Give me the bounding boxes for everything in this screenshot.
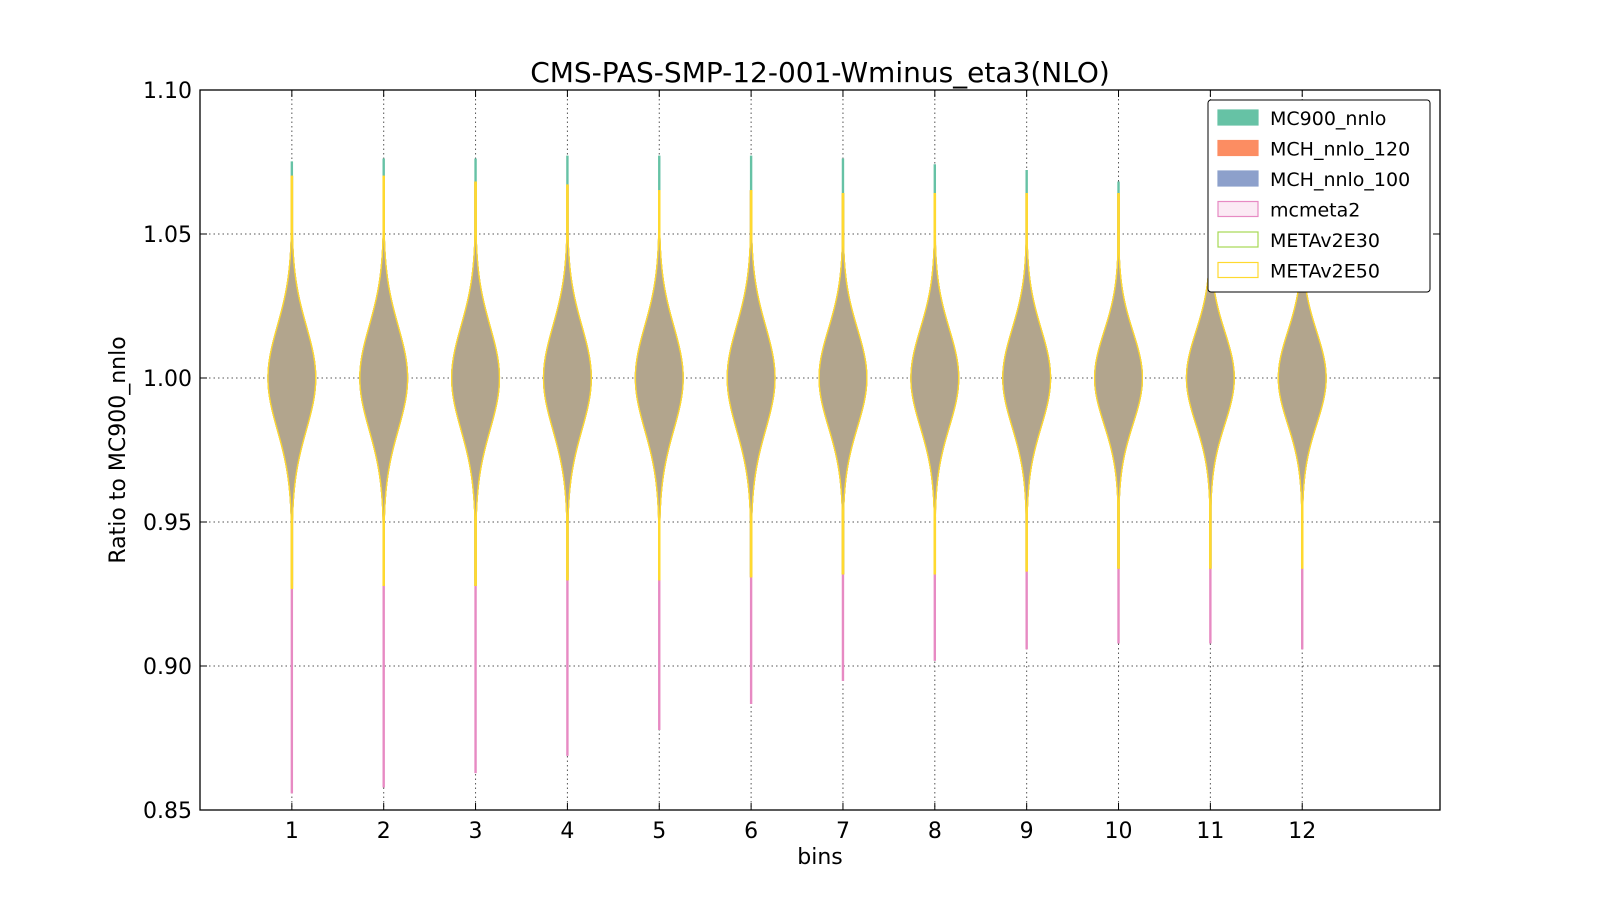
legend: MC900_nnlo MCH_nnlo_120 MCH_nnlo_100mcmeta… [1207,99,1431,293]
violin-outline-METAv2E50 [267,175,317,589]
legend-swatch [1217,109,1259,126]
legend-swatch [1217,231,1259,248]
violin-bin-3 [451,158,501,774]
y-tick-label: 1.05 [143,223,192,248]
legend-swatch [1217,170,1259,187]
y-tick-label: 0.95 [143,511,192,536]
violin-body-blend [910,193,959,574]
y-tick-label: 1.10 [143,79,192,104]
x-tick-label: 2 [377,819,391,844]
violin-body-blend [1002,193,1051,571]
x-tick-label: 10 [1105,819,1133,844]
violin-bin-9 [1002,170,1052,650]
violin-body-blend [359,176,408,586]
y-tick-label: 0.90 [143,655,192,680]
violin-body-blend [1094,193,1143,569]
violin-body-blend [635,190,684,580]
violin-bin-10 [1094,181,1144,644]
violin-bin-4 [542,155,592,756]
legend-label: mcmeta2 [1270,200,1360,222]
x-tick-label: 11 [1196,819,1224,844]
x-axis-label: bins [797,845,842,870]
violin-outline-METAv2E50 [726,190,776,578]
violin-outline-METAv2E50 [1094,193,1144,569]
y-axis-label: Ratio to MC900_nnlo [106,336,131,563]
violin-bin-2 [359,158,409,788]
violin-outline-METAv2E50 [818,193,868,575]
legend-label: METAv2E50 [1270,261,1380,283]
x-tick-label: 7 [836,819,850,844]
violin-outline-METAv2E50 [451,181,501,587]
violin-body-blend [268,176,316,589]
x-tick-label: 9 [1020,819,1034,844]
x-tick-label: 5 [652,819,666,844]
legend-label: MCH_nnlo_120 [1270,139,1410,161]
violin-body-blend [727,190,775,577]
violin-bin-5 [634,155,684,730]
x-tick-label: 3 [469,819,483,844]
violin-bin-8 [910,164,960,661]
legend-label: MCH_nnlo_100 [1270,169,1410,191]
violin-body-blend [1186,196,1235,569]
legend-label: MC900_nnlo [1270,108,1386,130]
violin-bin-6 [726,155,776,705]
violin-body-blend [543,185,592,580]
violin-outline-METAv2E50 [359,175,409,587]
violin-body-blend [451,182,500,586]
legend-box [1207,99,1431,293]
violins [267,155,1327,794]
legend-swatch [1217,139,1259,157]
violin-outline-METAv2E50 [634,190,684,581]
violin-outline-METAv2E50 [1002,193,1052,572]
legend-swatch [1217,261,1259,279]
x-tick-label: 12 [1288,819,1316,844]
legend-label: METAv2E30 [1270,230,1380,252]
chart-title: CMS-PAS-SMP-12-001-Wminus_eta3(NLO) [530,56,1110,89]
x-tick-label: 1 [285,819,299,844]
x-tick-label: 8 [928,819,942,844]
violin-outline-METAv2E50 [910,193,960,575]
violin-bin-1 [267,161,317,794]
violin-bin-7 [818,158,868,681]
violin-body-blend [1278,196,1327,569]
legend-swatch [1217,200,1259,218]
y-tick-label: 1.00 [143,367,192,392]
violin-body-blend [819,193,867,574]
y-tick-label: 0.85 [143,799,192,824]
axis-ticks: 0.850.900.951.001.051.101 2 3 4 5 6 7 8 9 10 11 12 [143,79,1440,844]
x-tick-label: 6 [744,819,758,844]
plot-frame [199,89,1441,811]
x-tick-label: 4 [560,819,574,844]
violin-outline-METAv2E50 [542,184,592,581]
